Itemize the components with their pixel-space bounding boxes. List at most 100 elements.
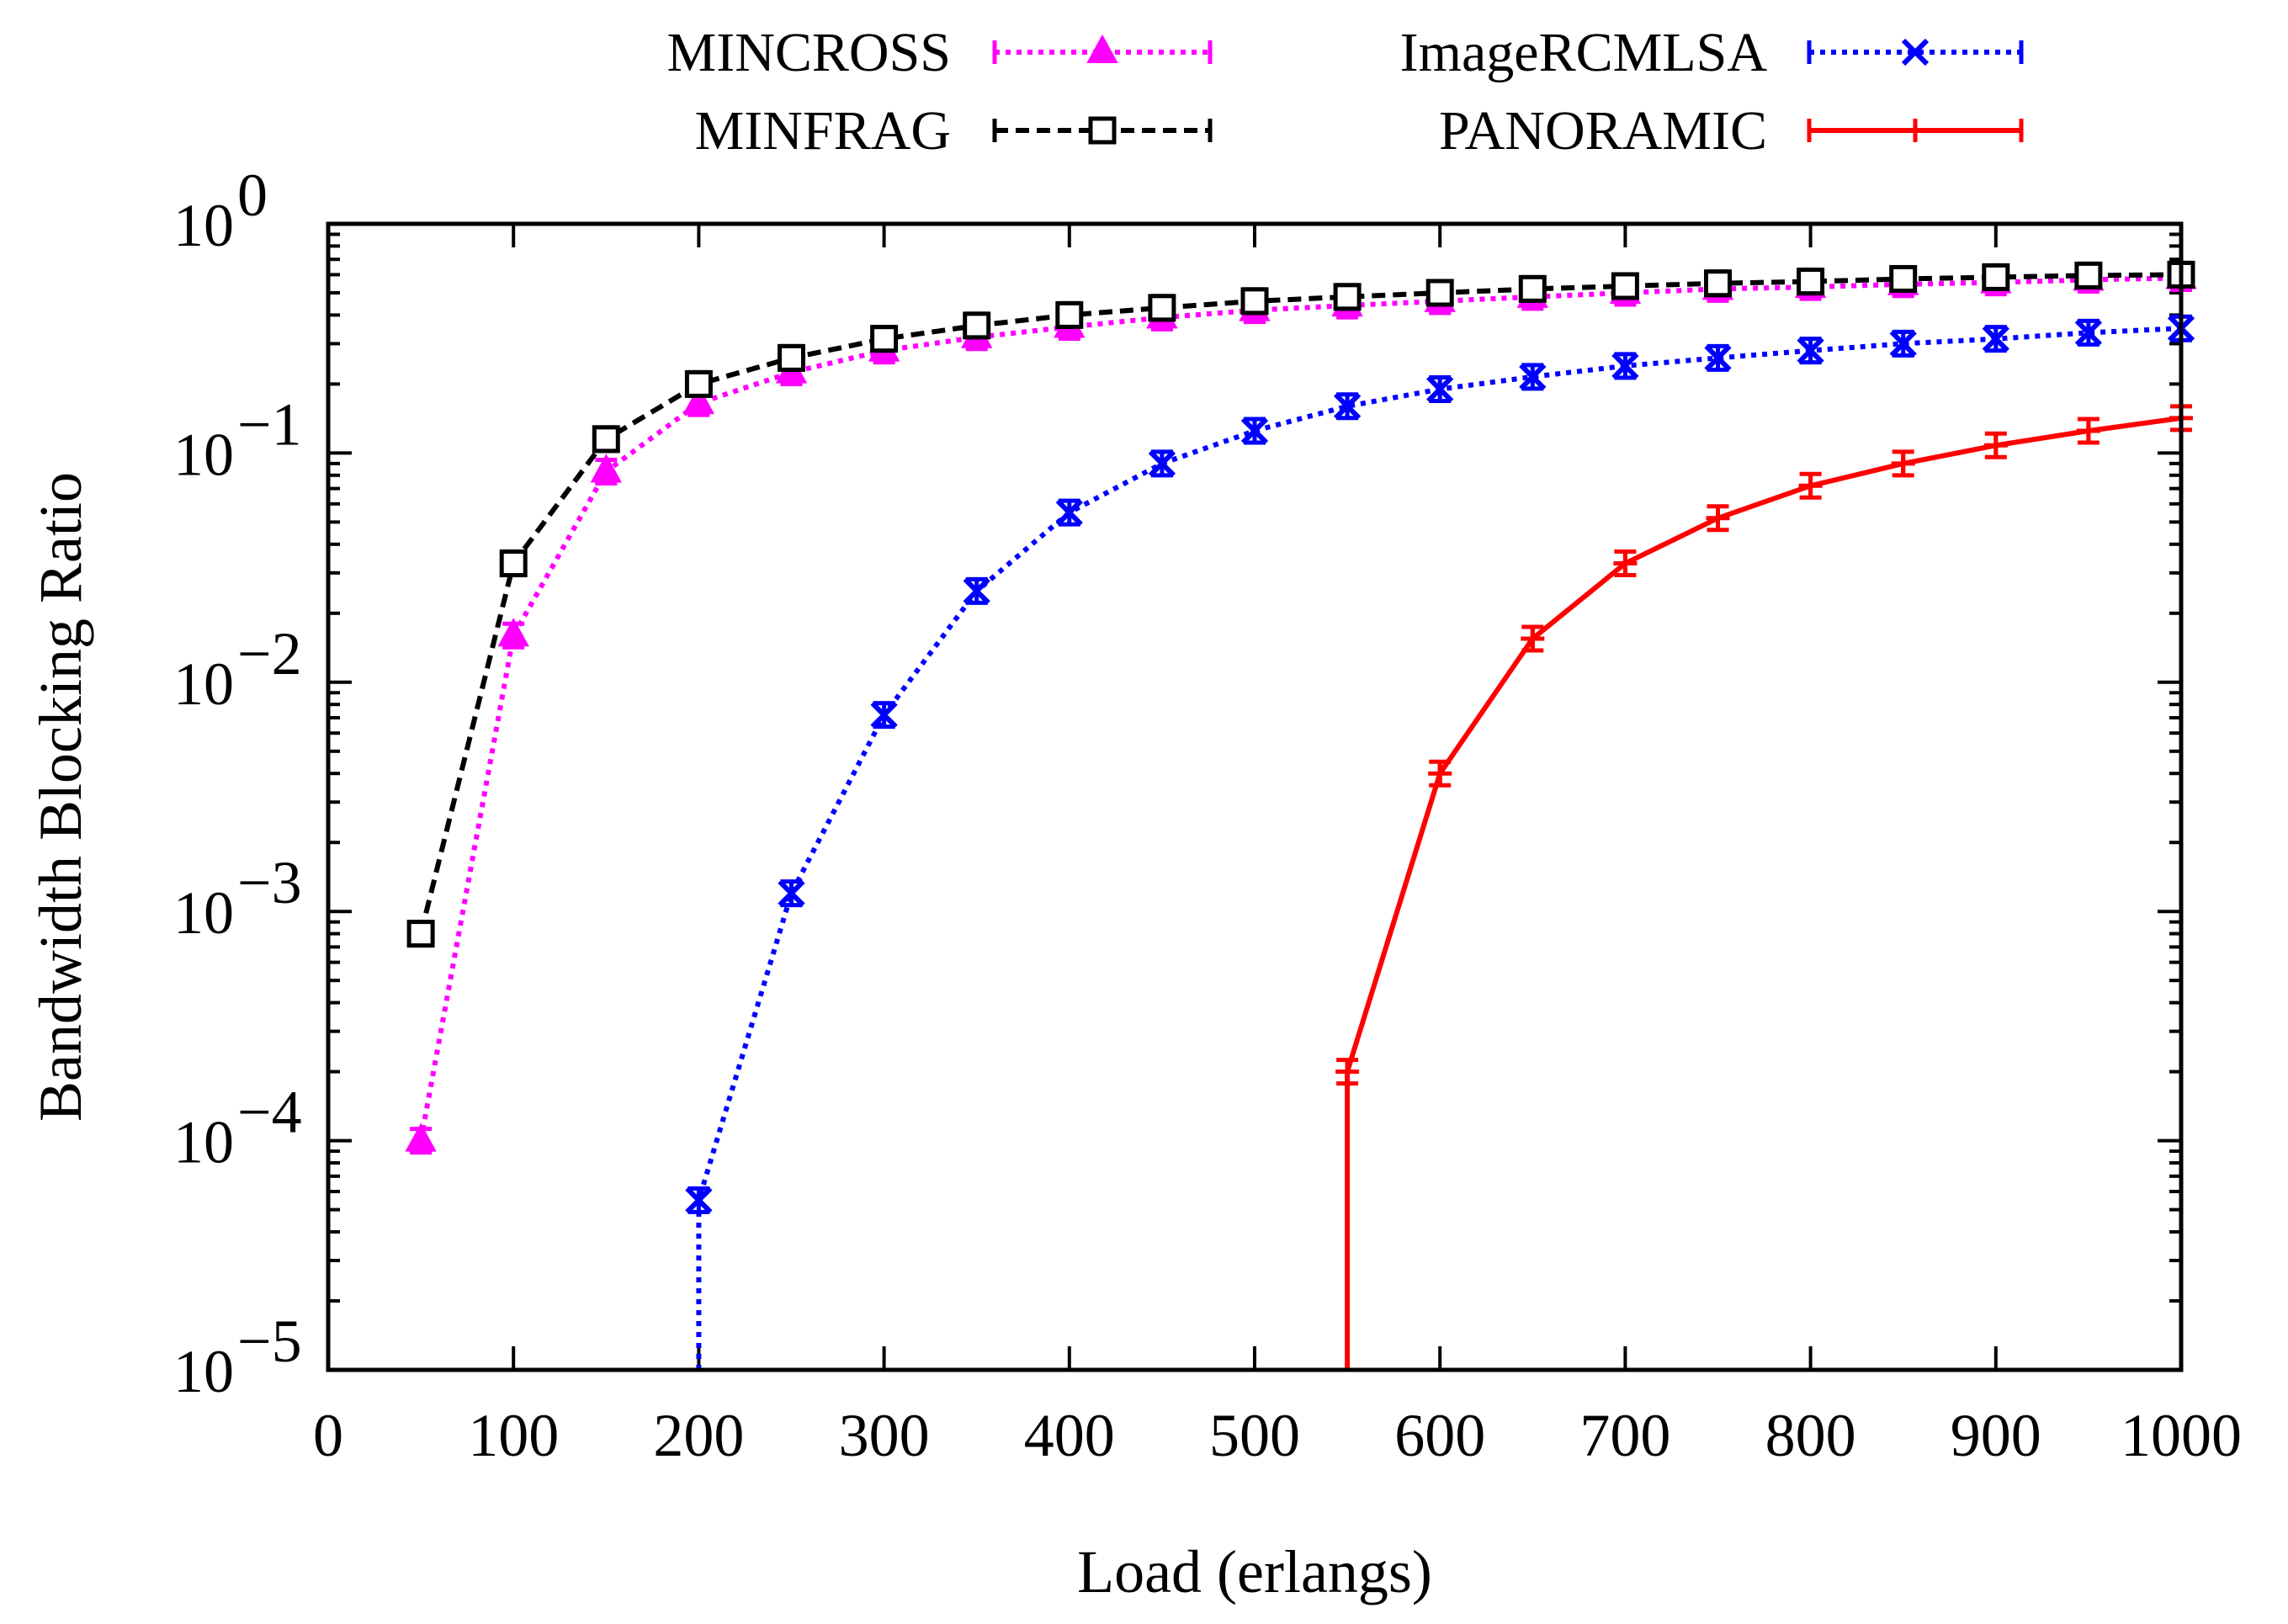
y-tick-base: 10 [173,1338,234,1405]
legend-marker [1903,119,1927,142]
data-point [1889,264,1918,293]
data-point [1333,283,1362,311]
data-point [1428,762,1452,786]
y-tick-base: 10 [173,421,234,488]
x-tick-label: 1000 [2121,1402,2242,1469]
series-line [696,326,2182,1370]
data-point [1982,325,2009,353]
data-point [405,1122,437,1152]
series-minfrag [406,260,2195,948]
x-tick-label: 700 [1579,1402,1670,1469]
data-point [1055,300,1084,329]
data-point [1797,268,1825,296]
legend-marker [1088,116,1117,145]
series-layer [405,260,2197,1370]
legend-label: MINFRAG [695,100,951,162]
x-tick-labels: 0 100 200 300 400 500 600 700 800 900 1000 [313,1402,2242,1469]
data-point [1335,1059,1360,1084]
series-imagercmlsa [685,314,2195,1370]
data-point [870,325,899,353]
plot-frame [326,221,2184,1372]
y-tick-exponent: −3 [237,849,302,916]
x-tick-label: 200 [653,1402,744,1469]
x-tick-label: 600 [1394,1402,1485,1469]
data-point [685,1186,713,1214]
legend-label: PANORAMIC [1439,100,1767,162]
data-point [963,577,990,605]
data-point [1425,279,1454,307]
data-point [1891,451,1915,475]
data-point [1240,417,1269,445]
data-point [684,369,713,398]
legend-caps [1807,119,2024,142]
legend-marker [1086,34,1118,63]
y-tick-label: 10 −1 [173,390,302,488]
y-tick-base: 10 [173,1109,234,1176]
data-point [1982,263,2010,291]
legend-caps [992,119,1213,142]
y-tick-label: 10 −5 [173,1308,302,1405]
x-tick-label: 800 [1765,1402,1856,1469]
y-tick-exponent: −5 [237,1308,302,1375]
y-tick-base: 10 [173,650,234,718]
data-point [1706,506,1730,530]
data-point [778,343,805,372]
legend-item-minfrag: MINFRAG [695,100,1213,162]
legend-caps [992,40,1213,64]
data-point [1055,499,1083,527]
legend-item-mincross: MINCROSS [667,22,1213,83]
data-point [1798,474,1823,498]
data-point [1521,626,1545,650]
data-point [1426,375,1454,403]
data-point [1148,449,1176,477]
data-point [1983,433,2008,458]
x-tick-label: 900 [1951,1402,2041,1469]
legend-marker [1901,38,1930,66]
series-line [418,275,2182,1142]
y-tick-exponent: −4 [237,1079,302,1146]
data-point [1611,272,1639,300]
y-tick-base: 10 [173,192,234,259]
x-tick-label: 0 [313,1402,343,1469]
y-axis-title: Bandwidth Blocking Ratio [27,472,94,1122]
legend-label: MINCROSS [667,22,951,83]
legend-item-imagercmlsa: ImageRCMLSA [1400,22,2024,83]
series-panoramic [1335,404,2193,1370]
legend-label: ImageRCMLSA [1400,22,1768,83]
series-line [1345,415,2182,1370]
data-point [778,879,805,907]
data-point [963,311,991,340]
x-tick-label: 500 [1209,1402,1300,1469]
data-point [1797,337,1824,364]
data-point [1333,392,1362,420]
data-point [406,920,435,948]
data-point [1240,287,1269,316]
y-tick-label: 10 −4 [173,1079,302,1176]
data-point [1519,363,1547,390]
y-tick-label: 10 −2 [173,620,302,718]
data-point [682,385,715,415]
y-tick-base: 10 [173,879,234,947]
legend: MINCROSS MINFRAG ImageRCMLSA PANORAMIC [667,22,2024,162]
x-tick-label: 400 [1024,1402,1115,1469]
data-point [499,549,528,578]
data-point [1704,344,1732,372]
data-point [870,701,898,729]
series-line [418,272,2182,935]
data-point [1148,294,1176,322]
y-tick-label: 10 0 [173,162,268,259]
data-point [2074,319,2103,347]
legend-item-panoramic: PANORAMIC [1439,100,2024,162]
data-point [1889,330,1917,358]
data-point [1704,269,1732,298]
data-point [590,454,622,483]
y-tick-label: 10 −3 [173,849,302,947]
x-axis-title: Load (erlangs) [1077,1538,1432,1605]
data-point [592,425,620,454]
x-tick-label: 100 [468,1402,559,1469]
data-point [1611,352,1639,379]
data-point [2074,261,2103,289]
y-tick-exponent: −1 [237,390,302,458]
